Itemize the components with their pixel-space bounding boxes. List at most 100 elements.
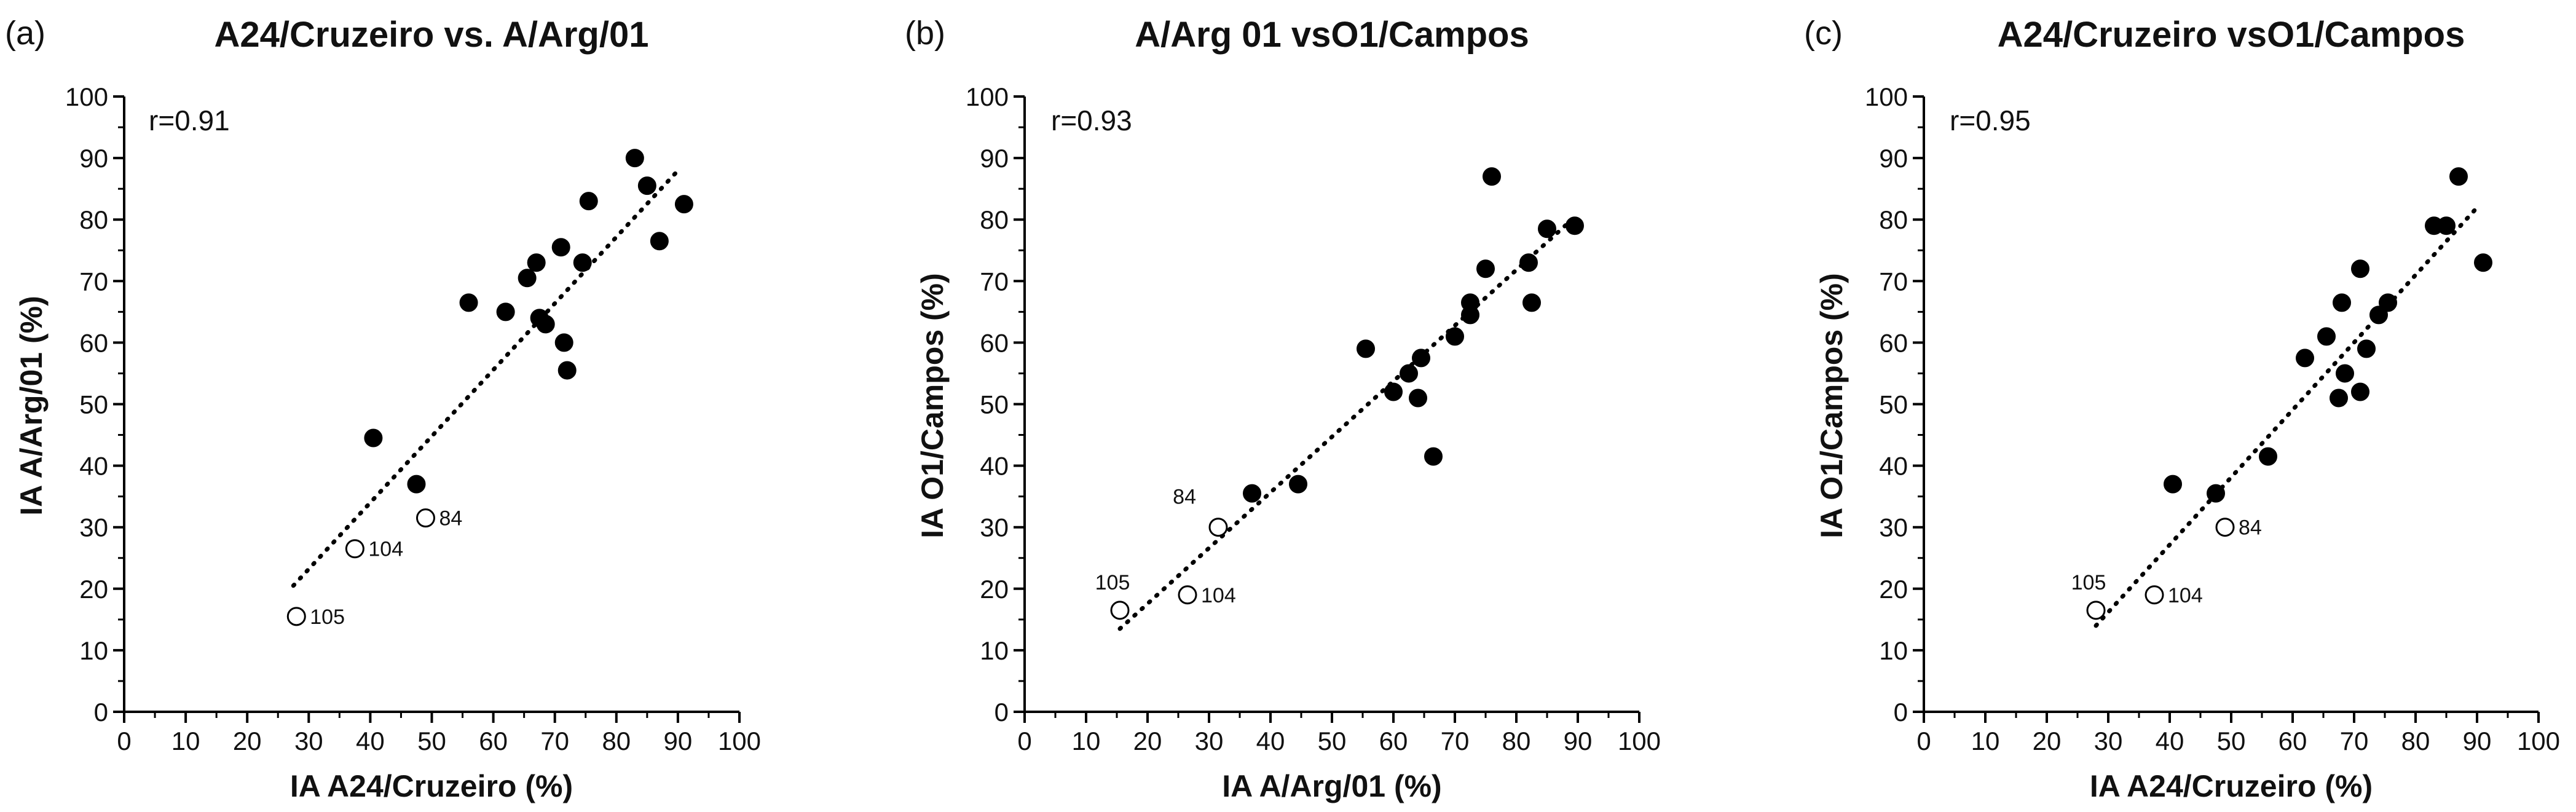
filled-data-point — [1538, 219, 1556, 238]
y-tick-label: 40 — [1879, 452, 1908, 481]
panel-a-y-axis-label: IA A/Arg/01 (%) — [14, 296, 49, 515]
y-tick-label: 10 — [79, 636, 108, 665]
y-tick-label: 100 — [65, 82, 108, 111]
filled-data-point — [1243, 484, 1261, 503]
y-tick-label: 50 — [79, 390, 108, 419]
x-tick-label: 50 — [417, 727, 446, 755]
filled-data-point — [1412, 349, 1430, 368]
trend-line — [2093, 202, 2483, 628]
filled-data-point — [573, 253, 592, 272]
panel-b-axes: 0 10 20 30 40 50 60 70 80 90 100 0 10 20 30 40 50 60 70 80 9… — [966, 82, 1661, 755]
x-tick-label: 70 — [540, 727, 569, 755]
x-tick-label: 40 — [2156, 727, 2184, 755]
point-label: 105 — [2071, 571, 2106, 594]
panel-b-title: A/Arg 01 vsO1/Campos — [1135, 15, 1529, 55]
x-tick-label: 60 — [479, 727, 508, 755]
panel-a-r-value: r=0.91 — [149, 104, 230, 136]
filled-data-point — [554, 333, 573, 352]
filled-data-point — [364, 428, 383, 447]
y-tick-label: 20 — [79, 575, 108, 604]
point-label: 84 — [1173, 486, 1196, 509]
x-tick-label: 90 — [2463, 727, 2492, 755]
open-data-point — [345, 539, 364, 559]
filled-data-point — [1400, 364, 1418, 383]
filled-data-point — [2369, 305, 2388, 325]
panel-a-marks: 105 104 84 — [286, 149, 693, 629]
y-tick-label: 70 — [1879, 267, 1908, 296]
open-data-point — [416, 508, 435, 528]
y-tick-label: 60 — [79, 328, 108, 357]
filled-data-point — [2351, 259, 2369, 278]
x-tick-label: 90 — [664, 727, 693, 755]
trend-line — [291, 165, 683, 588]
x-tick-label: 70 — [2340, 727, 2369, 755]
x-tick-label: 100 — [1618, 727, 1661, 755]
panel-a-tag: (a) — [5, 15, 45, 52]
x-tick-label: 20 — [1133, 727, 1162, 755]
open-data-point — [1208, 518, 1228, 537]
y-tick-label: 80 — [1879, 205, 1908, 234]
x-tick-label: 30 — [1195, 727, 1224, 755]
panel-a-title: A24/Cruzeiro vs. A/Arg/01 — [215, 15, 649, 55]
filled-data-point — [1424, 447, 1443, 466]
panel-b-r-value: r=0.93 — [1051, 104, 1132, 136]
x-tick-label: 20 — [2033, 727, 2062, 755]
panel-c-y-axis-label: IA O1/Campos (%) — [1814, 273, 1849, 538]
filled-data-point — [1384, 382, 1403, 401]
panel-b-x-axis-label: IA A/Arg/01 (%) — [1222, 769, 1441, 803]
x-tick-label: 30 — [294, 727, 323, 755]
point-label: 104 — [368, 538, 403, 561]
filled-data-point — [2317, 327, 2336, 346]
x-tick-label: 20 — [233, 727, 262, 755]
y-tick-label: 10 — [980, 636, 1009, 665]
x-tick-label: 0 — [117, 727, 131, 755]
y-tick-label: 90 — [980, 144, 1009, 173]
filled-data-point — [637, 176, 656, 195]
panel-a-axes: 0 10 20 30 40 50 60 70 80 90 100 0 10 20 30 40 50 60 70 80 9… — [65, 82, 761, 755]
panel-a: (a) A24/Cruzeiro vs. A/Arg/01 r=0.91 IA … — [5, 15, 761, 803]
x-tick-label: 100 — [2517, 727, 2560, 755]
panel-c-tag: (c) — [1804, 15, 1843, 52]
x-tick-label: 10 — [171, 727, 200, 755]
y-tick-label: 80 — [980, 205, 1009, 234]
point-label: 84 — [439, 507, 462, 530]
filled-data-point — [674, 195, 693, 214]
x-tick-label: 50 — [2217, 727, 2246, 755]
filled-data-point — [518, 269, 537, 288]
y-tick-label: 90 — [1879, 144, 1908, 173]
filled-data-point — [2437, 216, 2456, 235]
point-label: 84 — [2239, 516, 2262, 540]
filled-data-point — [1566, 216, 1584, 235]
x-tick-label: 40 — [1256, 727, 1285, 755]
trend-line — [1117, 220, 1571, 631]
y-tick-label: 30 — [980, 513, 1009, 542]
open-data-point — [2215, 518, 2235, 537]
open-data-point — [1178, 585, 1197, 605]
x-tick-label: 0 — [1017, 727, 1031, 755]
y-tick-label: 20 — [1879, 575, 1908, 604]
x-tick-label: 60 — [2279, 727, 2307, 755]
x-tick-label: 50 — [1318, 727, 1347, 755]
filled-data-point — [536, 315, 555, 334]
filled-data-point — [2474, 253, 2492, 272]
filled-data-point — [2333, 293, 2351, 312]
filled-data-point — [2351, 382, 2369, 401]
filled-data-point — [1461, 293, 1479, 312]
y-tick-label: 80 — [79, 205, 108, 234]
panel-a-x-axis-label: IA A24/Cruzeiro (%) — [290, 769, 573, 803]
x-tick-label: 10 — [1971, 727, 2000, 755]
x-tick-label: 80 — [1502, 727, 1531, 755]
filled-data-point — [459, 293, 478, 312]
x-tick-label: 60 — [1379, 727, 1408, 755]
filled-data-point — [1476, 259, 1495, 278]
panel-b-marks: 105 104 84 — [1095, 167, 1584, 631]
filled-data-point — [2357, 339, 2376, 358]
y-tick-label: 0 — [1894, 698, 1908, 727]
y-tick-label: 60 — [980, 328, 1009, 357]
panel-b: (b) A/Arg 01 vsO1/Campos r=0.93 IA A/Arg… — [905, 15, 1661, 803]
y-tick-label: 20 — [980, 575, 1009, 604]
y-tick-label: 50 — [980, 390, 1009, 419]
filled-data-point — [1289, 475, 1307, 494]
y-tick-label: 30 — [1879, 513, 1908, 542]
